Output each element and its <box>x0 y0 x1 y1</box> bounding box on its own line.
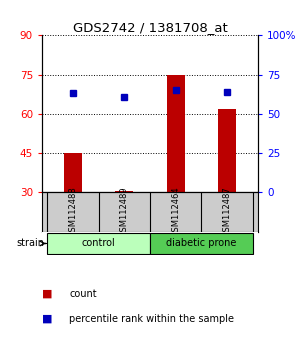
Bar <box>167 75 185 192</box>
Bar <box>47 233 150 255</box>
Bar <box>150 233 253 255</box>
Text: GSM112464: GSM112464 <box>171 187 180 238</box>
Title: GDS2742 / 1381708_at: GDS2742 / 1381708_at <box>73 21 227 34</box>
Text: ■: ■ <box>42 314 52 324</box>
Bar <box>115 191 133 192</box>
Text: ■: ■ <box>42 289 52 299</box>
Text: diabetic prone: diabetic prone <box>166 239 237 249</box>
Text: GSM112487: GSM112487 <box>223 187 232 238</box>
Text: count: count <box>69 289 97 299</box>
Text: percentile rank within the sample: percentile rank within the sample <box>69 314 234 324</box>
Text: strain: strain <box>16 239 45 249</box>
Text: control: control <box>82 239 116 249</box>
Bar <box>64 153 82 192</box>
Bar <box>218 109 236 192</box>
Text: GSM112489: GSM112489 <box>120 187 129 238</box>
Text: GSM112488: GSM112488 <box>68 187 77 238</box>
